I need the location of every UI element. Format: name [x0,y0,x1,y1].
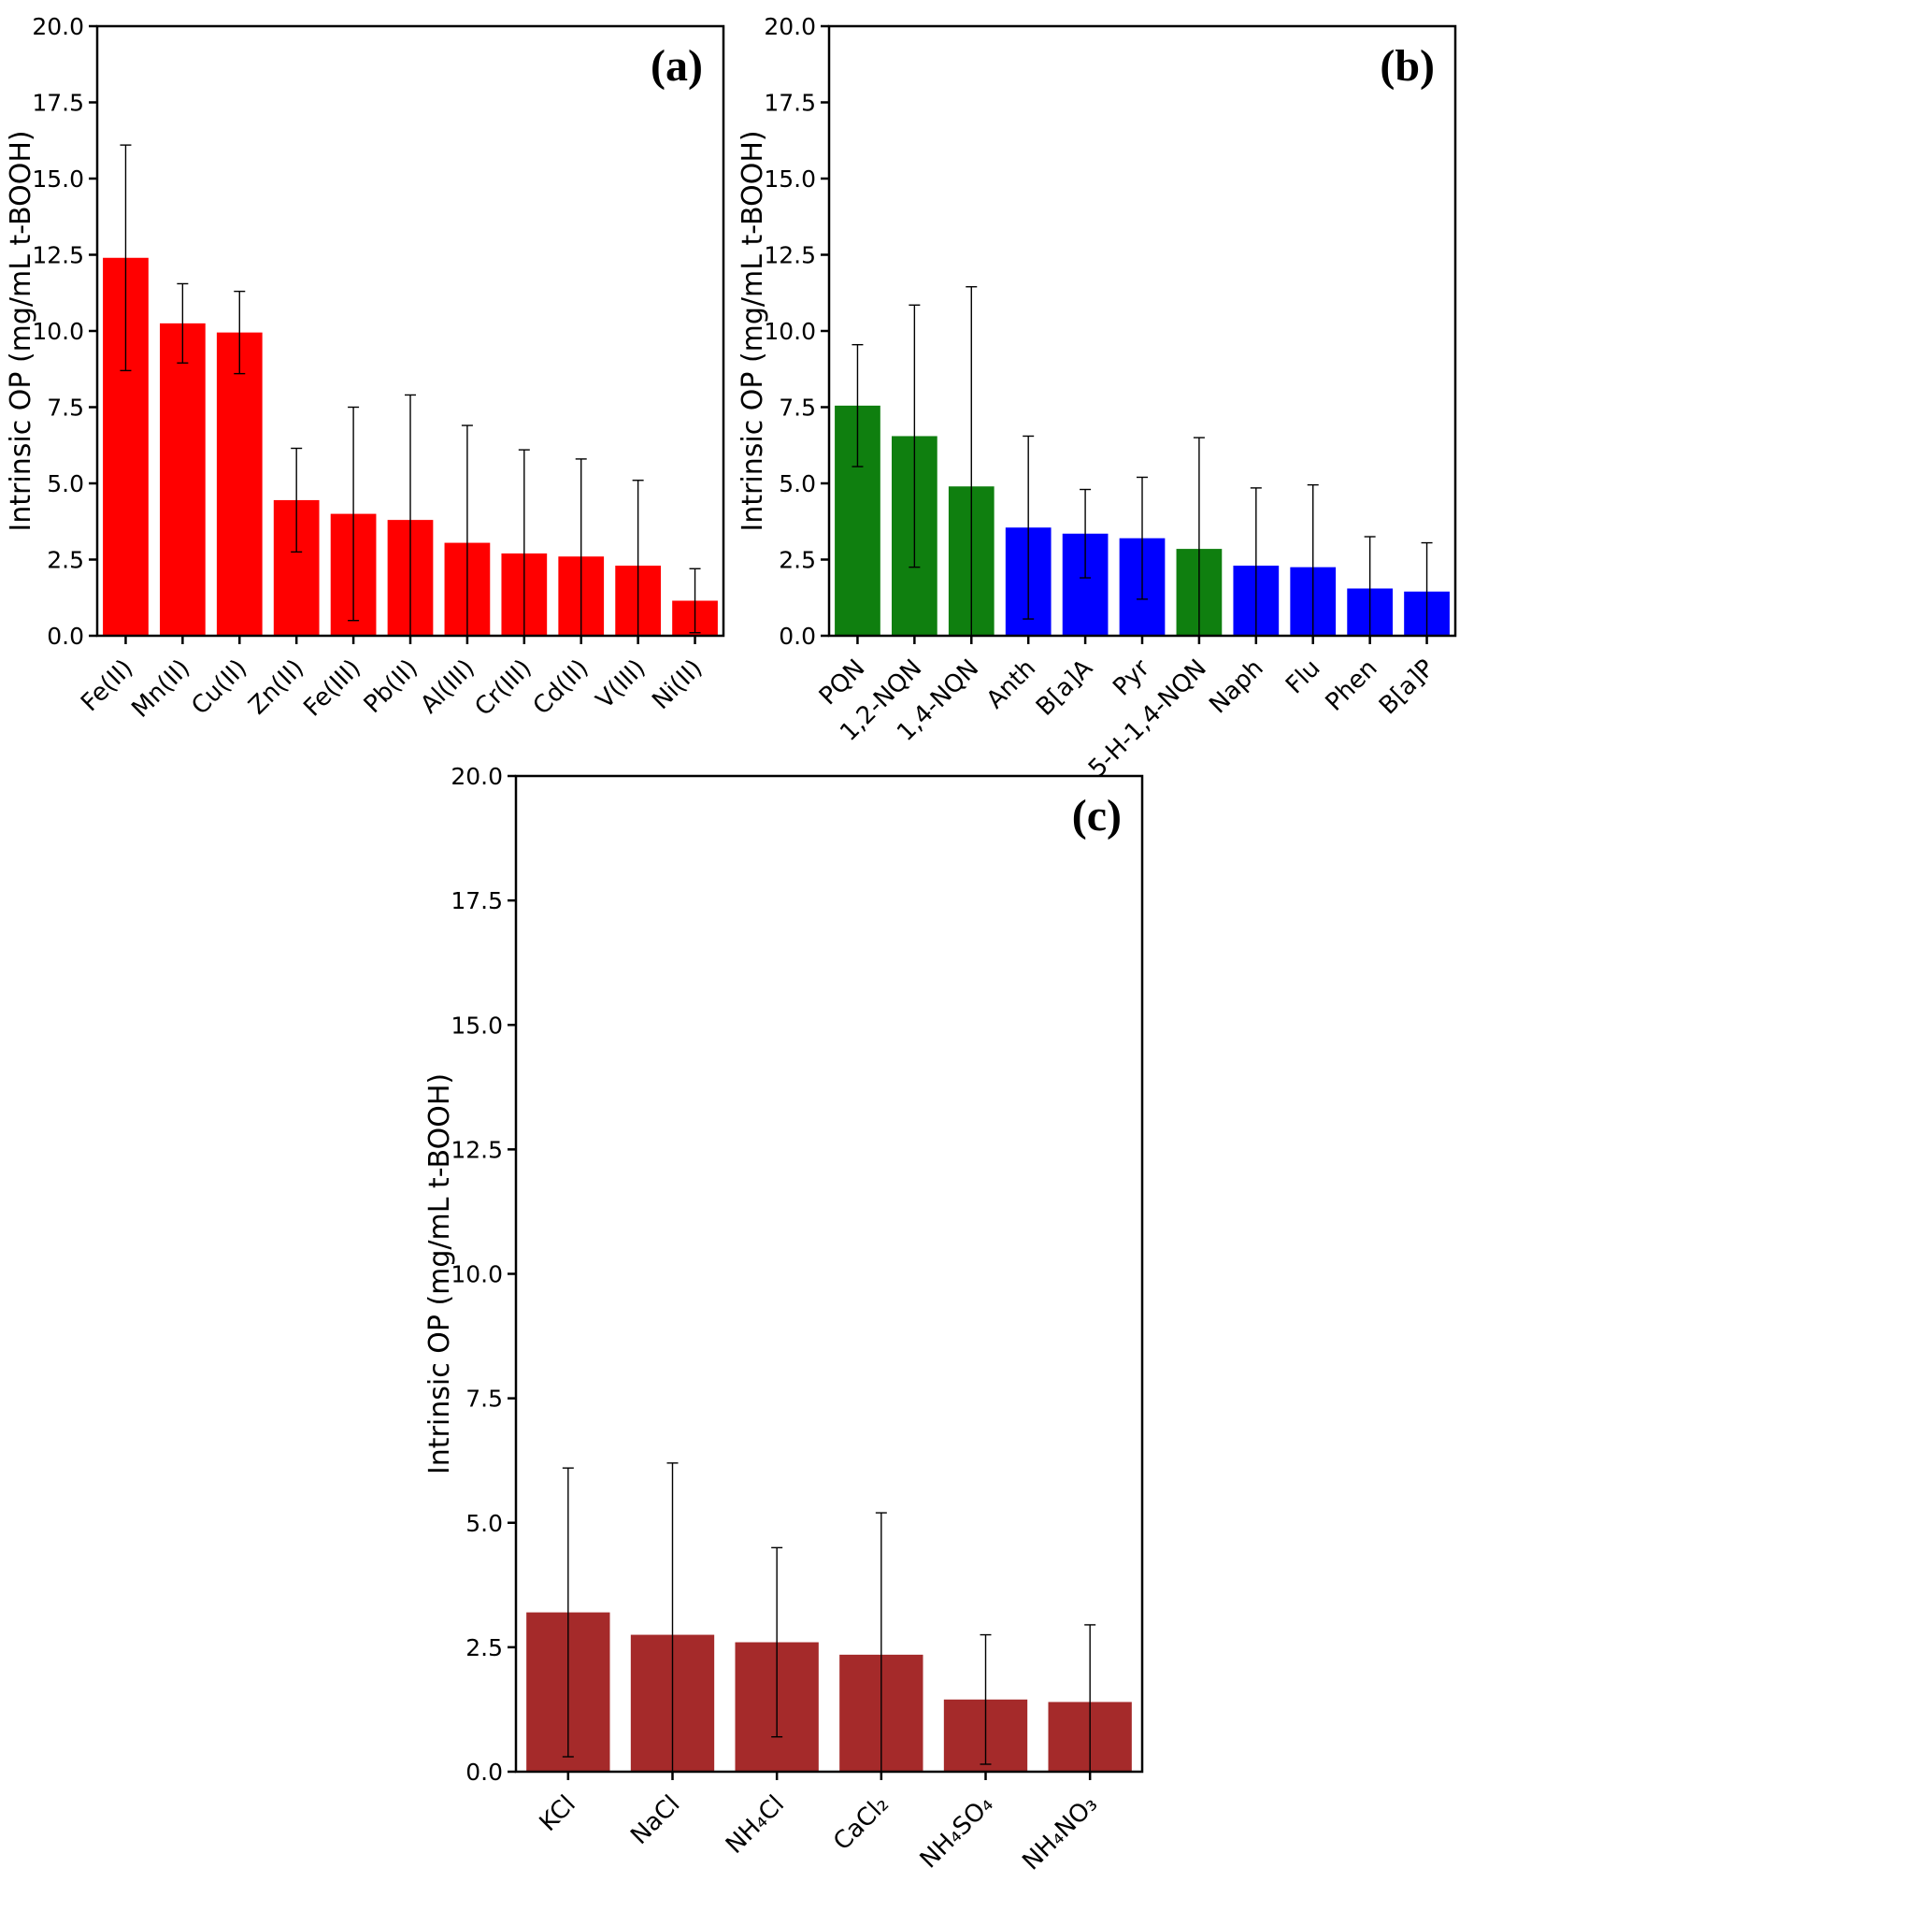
y-axis-label: Intrinsic OP (mg/mL t-BOOH) [737,130,769,531]
x-tick-label: Anth [981,654,1041,714]
plot-border [827,24,1457,638]
y-tick-label: 0.0 [465,1759,503,1786]
x-tick-label: B[a]P [1374,654,1440,721]
chart-b-svg: 0.0 2.5 5.0 7.5 10.0 12.5 15.0 17.5 20.0 Intrinsi… [737,13,1457,783]
x-tick-label: Zn(II) [243,654,309,721]
x-tick-label: Pyr [1108,654,1155,702]
x-tick-label: Mn(II) [126,654,195,724]
x-tick-label: Al(III) [415,654,480,720]
bar-Cu(II) [216,332,263,636]
y-tick-label: 7.5 [779,395,816,422]
x-tick-label: Cu(II) [186,654,252,721]
panel-label-a: (a) [651,41,703,91]
x-tick-label: Flu [1281,654,1326,700]
chart-c-svg: 0.0 2.5 5.0 7.5 10.0 12.5 15.0 17.5 20.0 Intrinsi… [423,763,1144,1876]
y-tick-label: 2.5 [47,547,84,574]
x-tick-label: B[a]A [1031,654,1098,722]
y-tick-label: 20.0 [32,13,84,40]
x-tick-label: Phen [1321,654,1383,717]
x-tick-label: Naph [1204,654,1269,720]
y-tick-label: 12.5 [32,242,84,269]
y-tick-label: 10.0 [451,1261,503,1288]
x-tick-label: Cd(II) [528,654,594,721]
x-tick-label: KCl [535,1790,581,1837]
x-tick-label: V(III) [591,654,651,714]
x-tick-label: Fe(III) [298,654,366,723]
x-tick-label: Ni(II) [647,654,708,715]
y-tick-label: 17.5 [451,887,503,914]
y-tick-label: 2.5 [465,1634,503,1661]
y-tick-label: 5.0 [779,470,816,497]
y-tick-label: 10.0 [32,318,84,345]
y-tick-label: 17.5 [32,90,84,117]
y-tick-label: 15.0 [32,165,84,193]
panel-label-b: (b) [1380,41,1435,91]
panel-b: 0.0 2.5 5.0 7.5 10.0 12.5 15.0 17.5 20.0 Intrinsi… [736,0,1483,823]
plot-border [514,774,1144,1774]
y-tick-label: 20.0 [451,763,503,790]
y-tick-label: 15.0 [764,165,816,193]
y-tick-label: 0.0 [47,623,84,650]
y-tick-label: 5.0 [465,1510,503,1537]
y-tick-label: 17.5 [764,90,816,117]
y-tick-label: 7.5 [465,1386,503,1413]
y-tick-label: 0.0 [779,623,816,650]
plot-border [95,24,725,638]
x-tick-label: NH₄Cl [721,1790,790,1860]
panel-c: 0.0 2.5 5.0 7.5 10.0 12.5 15.0 17.5 20.0 Intrinsi… [422,746,1170,1911]
y-tick-label: 5.0 [47,470,84,497]
panel-label-c: (c) [1072,791,1122,841]
x-tick-label: Fe(II) [76,654,138,717]
y-axis-label: Intrinsic OP (mg/mL t-BOOH) [423,1073,456,1474]
x-tick-label: NH₄NO₃ [1017,1790,1103,1876]
y-tick-label: 20.0 [764,13,816,40]
y-tick-label: 15.0 [451,1012,503,1039]
bar-Mn(II) [160,323,206,636]
x-tick-label: Cr(III) [470,654,537,722]
y-tick-label: 12.5 [451,1136,503,1163]
chart-a-svg: 0.0 2.5 5.0 7.5 10.0 12.5 15.0 17.5 20.0 Intrinsi… [5,13,725,724]
y-tick-label: 7.5 [47,395,84,422]
x-tick-label: CaCl₂ [828,1790,894,1857]
panel-a: 0.0 2.5 5.0 7.5 10.0 12.5 15.0 17.5 20.0 Intrinsi… [4,0,751,823]
x-tick-label: NaCl [625,1790,685,1850]
y-axis-label: Intrinsic OP (mg/mL t-BOOH) [5,130,37,531]
x-tick-label: Pb(II) [359,654,423,719]
x-tick-label: NH₄SO₄ [915,1790,999,1875]
y-tick-label: 10.0 [764,318,816,345]
y-tick-label: 12.5 [764,242,816,269]
y-tick-label: 2.5 [779,547,816,574]
